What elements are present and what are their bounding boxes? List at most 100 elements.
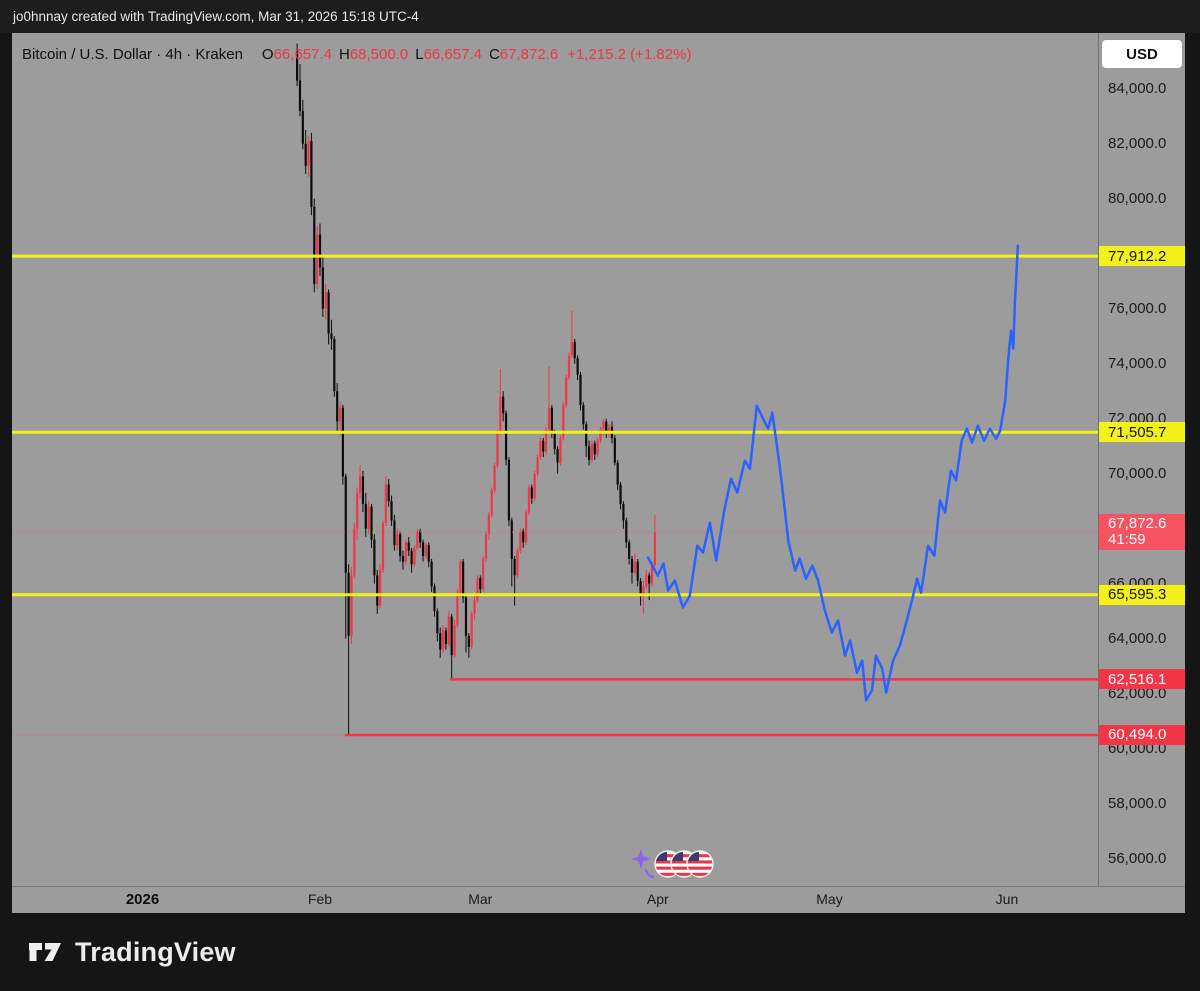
candle-body bbox=[599, 429, 602, 441]
candle-body bbox=[298, 80, 302, 111]
candle-body bbox=[356, 492, 359, 529]
candle-body bbox=[499, 396, 502, 433]
candle-body bbox=[536, 457, 539, 474]
chart-pane[interactable]: Bitcoin / U.S. Dollar · 4h · Kraken O66,6… bbox=[12, 33, 1098, 886]
candle-body bbox=[441, 630, 445, 650]
candle-body bbox=[384, 484, 387, 524]
candle-body bbox=[307, 141, 310, 166]
last-price-chip: 67,872.6 41:59 bbox=[1099, 514, 1185, 551]
time-tick-label: 2026 bbox=[125, 891, 160, 908]
price-tick-label: 80,000.0 bbox=[1108, 189, 1167, 207]
candle-body bbox=[524, 512, 528, 543]
candle-body bbox=[416, 531, 419, 548]
candle-body bbox=[450, 616, 453, 656]
price-axis[interactable]: USD 84,000.0 82,000.0 80,000.0 76,000.0 74,0… bbox=[1098, 33, 1185, 886]
time-tick-label: Jun bbox=[995, 891, 1019, 907]
candle-body bbox=[590, 443, 594, 460]
price-level-chip: 62,516.1 bbox=[1099, 669, 1185, 690]
candle-body bbox=[321, 267, 324, 309]
candle-body bbox=[565, 377, 568, 405]
candle-body bbox=[301, 110, 304, 144]
time-tick-label: Mar bbox=[468, 891, 493, 907]
candle-body bbox=[602, 421, 605, 430]
candle-body bbox=[596, 440, 599, 455]
candle-body bbox=[379, 569, 382, 606]
candle-body bbox=[447, 616, 450, 645]
candle-body bbox=[353, 528, 356, 576]
candle-body bbox=[556, 448, 559, 463]
candle-body bbox=[358, 476, 362, 493]
candle-body bbox=[639, 580, 642, 595]
price-tick-label: 64,000.0 bbox=[1108, 629, 1167, 647]
candle-body bbox=[316, 234, 319, 284]
price-chart-canvas[interactable] bbox=[12, 33, 1098, 886]
emoji-watermark bbox=[628, 843, 720, 886]
tradingview-logo-icon bbox=[29, 943, 61, 961]
candle-body bbox=[650, 564, 654, 584]
candle-body bbox=[539, 440, 542, 458]
candle-body bbox=[401, 556, 405, 562]
candle-body bbox=[519, 531, 522, 551]
candle-body bbox=[545, 429, 548, 452]
candle-body bbox=[295, 50, 299, 81]
candle-body bbox=[630, 558, 634, 573]
candle-body bbox=[424, 545, 428, 557]
time-axis[interactable]: 2026 Feb Mar Apr May Jun bbox=[12, 886, 1185, 913]
candle-body bbox=[490, 490, 493, 515]
candle-body bbox=[367, 506, 370, 529]
candle-body bbox=[559, 437, 562, 463]
candle-body bbox=[347, 572, 350, 636]
candle-countdown: 41:59 bbox=[1108, 531, 1146, 549]
price-tick-label: 56,000.0 bbox=[1108, 849, 1167, 867]
time-tick-label: Feb bbox=[307, 891, 333, 907]
candle-body bbox=[487, 514, 490, 535]
candle-body bbox=[576, 358, 579, 375]
candle-body bbox=[364, 503, 367, 529]
candle-body bbox=[527, 487, 531, 513]
candle-body bbox=[330, 333, 333, 339]
price-tick-label: 74,000.0 bbox=[1108, 354, 1167, 372]
symbol-title[interactable]: Bitcoin / U.S. Dollar · 4h · Kraken bbox=[22, 46, 243, 63]
dizzy-sparkle-icon bbox=[631, 849, 655, 879]
candle-body bbox=[453, 624, 456, 656]
candle-body bbox=[313, 207, 316, 284]
candle-body bbox=[470, 613, 473, 647]
candle-body bbox=[439, 633, 442, 650]
candle-body bbox=[361, 476, 365, 504]
candle-body bbox=[573, 341, 576, 359]
candle-body bbox=[336, 391, 339, 422]
candle-body bbox=[427, 545, 430, 562]
candle-body bbox=[390, 501, 393, 521]
candle-body bbox=[344, 476, 347, 573]
candle-body bbox=[373, 539, 376, 576]
candle-body bbox=[493, 465, 496, 491]
candle-body bbox=[510, 520, 513, 559]
candle-body bbox=[341, 407, 344, 477]
candle-body bbox=[567, 355, 571, 378]
price-tick-label: 70,000.0 bbox=[1108, 464, 1167, 482]
candle-body bbox=[484, 534, 488, 559]
candle-body bbox=[642, 586, 645, 595]
candle-body bbox=[381, 523, 385, 570]
candle-body bbox=[407, 542, 410, 551]
candle-body bbox=[387, 484, 390, 502]
candle-body bbox=[593, 443, 596, 455]
candle-body bbox=[304, 143, 307, 166]
currency-toggle-button[interactable]: USD bbox=[1102, 40, 1182, 68]
candle-body bbox=[530, 487, 533, 499]
price-level-chip: 65,595.3 bbox=[1099, 584, 1185, 605]
candle-body bbox=[648, 575, 651, 584]
candle-body bbox=[393, 520, 396, 546]
price-tick-label: 58,000.0 bbox=[1108, 794, 1167, 812]
projected-price-path[interactable] bbox=[646, 244, 1020, 702]
high-label: H bbox=[338, 46, 350, 63]
candle-body bbox=[318, 234, 322, 268]
low-value: 66,657.4 bbox=[423, 46, 482, 63]
time-tick-label: May bbox=[816, 891, 843, 907]
candle-body bbox=[399, 534, 402, 557]
candle-body bbox=[396, 534, 399, 546]
candle-body bbox=[625, 520, 628, 543]
price-tick-label: 82,000.0 bbox=[1108, 134, 1167, 152]
candle-body bbox=[605, 421, 608, 433]
